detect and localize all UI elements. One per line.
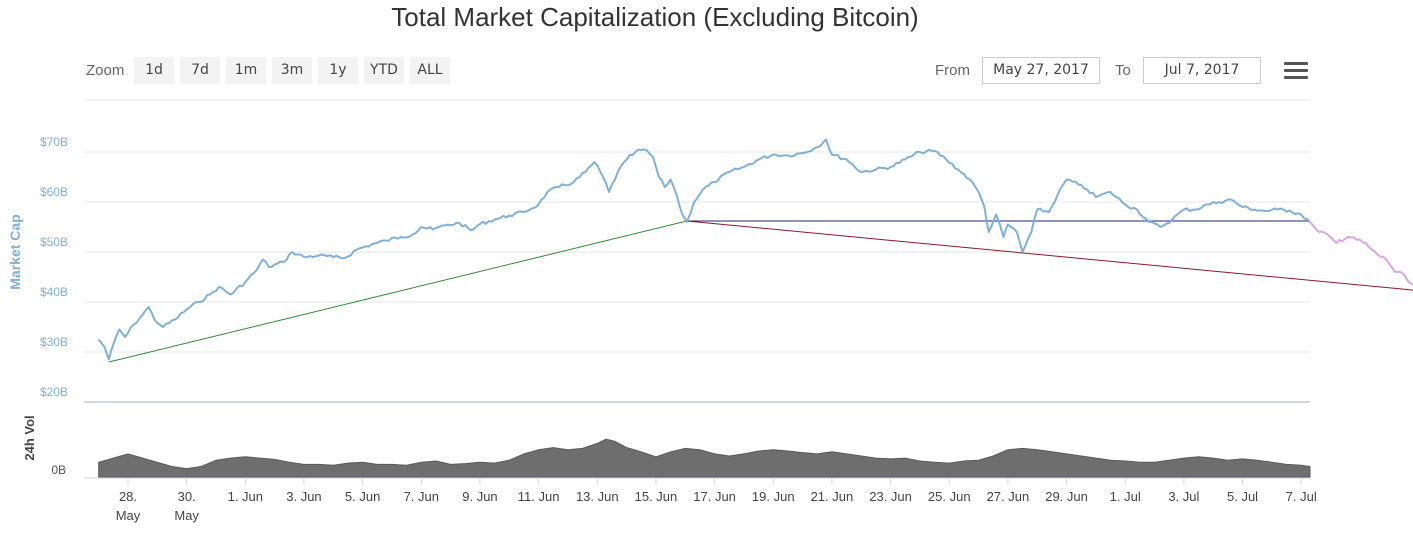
x-tick-label: 21. Jun	[811, 489, 854, 504]
volume-tick-label: 0B	[51, 463, 66, 477]
zoom-3m-button[interactable]: 3m	[272, 57, 312, 84]
from-label: From	[935, 62, 970, 79]
x-tick-sublabel: May	[116, 508, 141, 523]
y-tick-label: $60B	[40, 185, 68, 199]
y-tick-label: $30B	[40, 335, 68, 349]
x-tick-label: 3. Jul	[1168, 489, 1199, 504]
zoom-1d-button[interactable]: 1d	[134, 57, 174, 84]
projection-line	[1309, 221, 1413, 286]
x-tick-label: 7. Jul	[1286, 489, 1317, 504]
zoom-1y-button[interactable]: 1y	[318, 57, 358, 84]
x-tick-label: 15. Jun	[635, 489, 678, 504]
x-tick-label: 23. Jun	[869, 489, 912, 504]
y-axis-title: Market Cap	[7, 214, 23, 289]
x-tick-label: 9. Jun	[462, 489, 497, 504]
zoom-all-button[interactable]: ALL	[410, 57, 450, 84]
zoom-label: Zoom	[86, 62, 125, 79]
series-lines	[97, 138, 1413, 361]
y-tick-label: $70B	[40, 135, 68, 149]
x-tick-label: 13. Jun	[576, 489, 619, 504]
trend-line-support	[108, 220, 687, 363]
x-tick-label: 1. Jun	[228, 489, 263, 504]
y-tick-label: $20B	[40, 385, 68, 399]
hamburger-icon-bar	[1284, 69, 1308, 72]
x-tick-label: 27. Jun	[987, 489, 1030, 504]
x-tick-label: 29. Jun	[1045, 489, 1088, 504]
volume-area-path	[98, 438, 1311, 478]
market-cap-line	[97, 138, 1311, 361]
x-tick-label: 5. Jun	[345, 489, 380, 504]
y-tick-label: $50B	[40, 235, 68, 249]
x-tick-label: 19. Jun	[752, 489, 795, 504]
y-tick-label: $40B	[40, 285, 68, 299]
to-date-input[interactable]: Jul 7, 2017	[1143, 57, 1261, 84]
x-tick-label: 25. Jun	[928, 489, 971, 504]
x-tick-label: 5. Jul	[1227, 489, 1258, 504]
zoom-1m-button[interactable]: 1m	[226, 57, 266, 84]
grid-lines	[84, 99, 1310, 403]
x-tick-label: 30.	[178, 489, 196, 504]
x-tick-sublabel: May	[174, 508, 199, 523]
chart-title: Total Market Capitalization (Excluding B…	[391, 2, 919, 32]
trend-lines	[108, 220, 1413, 363]
x-tick-label: 28.	[119, 489, 137, 504]
chart-menu-button[interactable]	[1284, 62, 1308, 80]
x-axis: 28. May 30. May 1. Jun 3. Jun 5. Jun 7. Jun 9. J…	[84, 477, 1317, 523]
to-label: To	[1115, 62, 1131, 79]
volume-area	[98, 438, 1311, 478]
trend-line-downtrend	[686, 220, 1413, 291]
x-tick-label: 1. Jul	[1110, 489, 1141, 504]
volume-axis-title: 24h Vol	[22, 415, 37, 460]
x-tick-label: 7. Jun	[404, 489, 439, 504]
hamburger-icon-bar	[1284, 76, 1308, 79]
x-tick-label: 11. Jun	[518, 489, 560, 504]
x-tick-label: 3. Jun	[286, 489, 321, 504]
x-tick-label: 17. Jun	[693, 489, 736, 504]
y-axis: $20B $30B $40B $50B $60B $70B 0B	[40, 135, 68, 477]
zoom-ytd-button[interactable]: YTD	[364, 57, 404, 84]
from-date-input[interactable]: May 27, 2017	[982, 57, 1100, 84]
zoom-7d-button[interactable]: 7d	[180, 57, 220, 84]
hamburger-icon	[1284, 62, 1308, 65]
